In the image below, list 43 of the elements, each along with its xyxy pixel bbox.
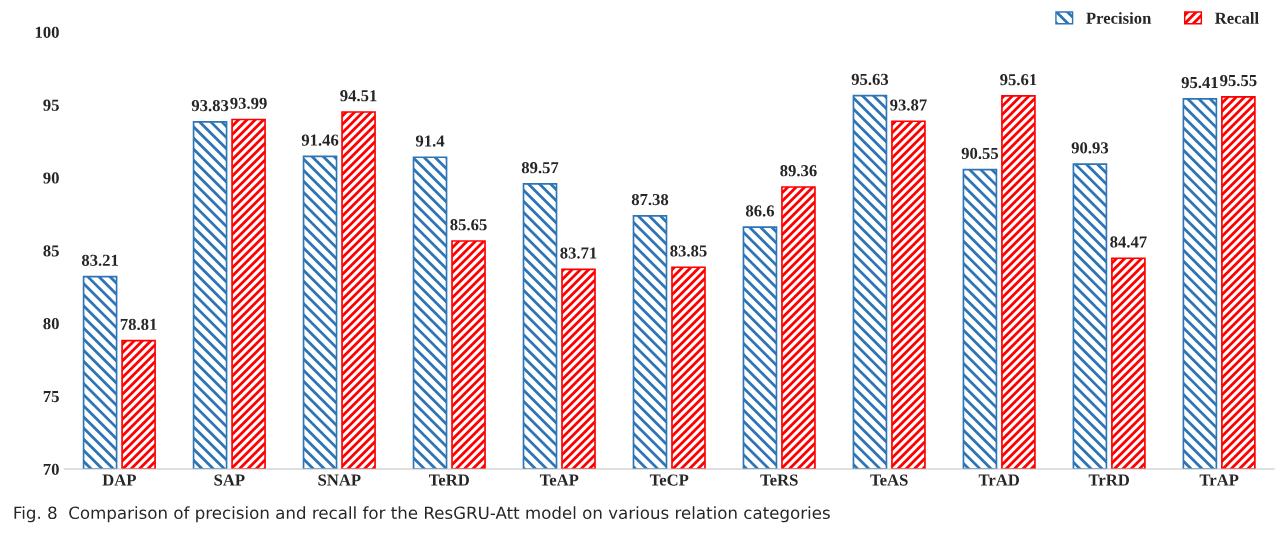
data-label: 85.65 bbox=[450, 219, 487, 231]
data-label: 95.55 bbox=[1220, 74, 1257, 87]
x-tick-label: DAP bbox=[102, 474, 136, 486]
x-tick-label: TrAD bbox=[978, 474, 1020, 486]
data-label: 90.55 bbox=[961, 147, 999, 160]
data-label: 78.81 bbox=[120, 318, 157, 331]
data-label: 93.87 bbox=[890, 99, 927, 111]
legend-label: Recall bbox=[1214, 12, 1259, 24]
x-tick-label: SAP bbox=[214, 474, 245, 486]
x-tick-label: TeAS bbox=[870, 474, 908, 486]
data-label: 87.38 bbox=[631, 193, 669, 206]
data-label: 95.63 bbox=[851, 73, 889, 86]
x-tick-label: TeRS bbox=[760, 474, 798, 486]
y-tick-label: 70 bbox=[43, 463, 59, 475]
data-label: 91.46 bbox=[301, 134, 339, 146]
y-tick-label: 100 bbox=[35, 26, 59, 38]
data-label: 91.4 bbox=[415, 135, 445, 147]
data-label: 93.83 bbox=[191, 99, 229, 112]
data-label: 95.41 bbox=[1181, 76, 1218, 89]
data-label: 89.36 bbox=[780, 165, 817, 177]
y-tick-label: 75 bbox=[43, 391, 59, 403]
data-label: 93.99 bbox=[230, 97, 267, 109]
data-label: 89.57 bbox=[521, 162, 559, 174]
y-tick-label: 90 bbox=[43, 172, 59, 184]
data-label: 86.6 bbox=[745, 205, 775, 217]
data-label: 83.21 bbox=[81, 254, 118, 266]
x-tick-label: TrAP bbox=[1199, 474, 1239, 486]
caption: Fig. 8 Comparison of precision and recall for the ResGRU-Att model on various relation categories bbox=[14, 506, 830, 523]
x-tick-label: TeAP bbox=[539, 474, 579, 486]
data-label: 83.71 bbox=[560, 247, 597, 259]
data-label: 83.85 bbox=[670, 245, 707, 257]
data-label: 94.51 bbox=[340, 90, 377, 102]
x-tick-label: TeRD bbox=[429, 474, 469, 486]
legend-label: Precision bbox=[1086, 12, 1152, 24]
y-tick-label: 85 bbox=[43, 245, 59, 257]
y-tick-label: 95 bbox=[43, 99, 59, 111]
data-label: 90.93 bbox=[1071, 142, 1109, 154]
x-tick-label: TrRD bbox=[1088, 474, 1130, 486]
x-tick-label: TeCP bbox=[649, 474, 689, 486]
data-label: 95.61 bbox=[1000, 74, 1037, 86]
y-tick-label: 80 bbox=[43, 318, 59, 330]
x-tick-label: SNAP bbox=[318, 474, 361, 486]
data-label: 84.47 bbox=[1110, 236, 1147, 248]
